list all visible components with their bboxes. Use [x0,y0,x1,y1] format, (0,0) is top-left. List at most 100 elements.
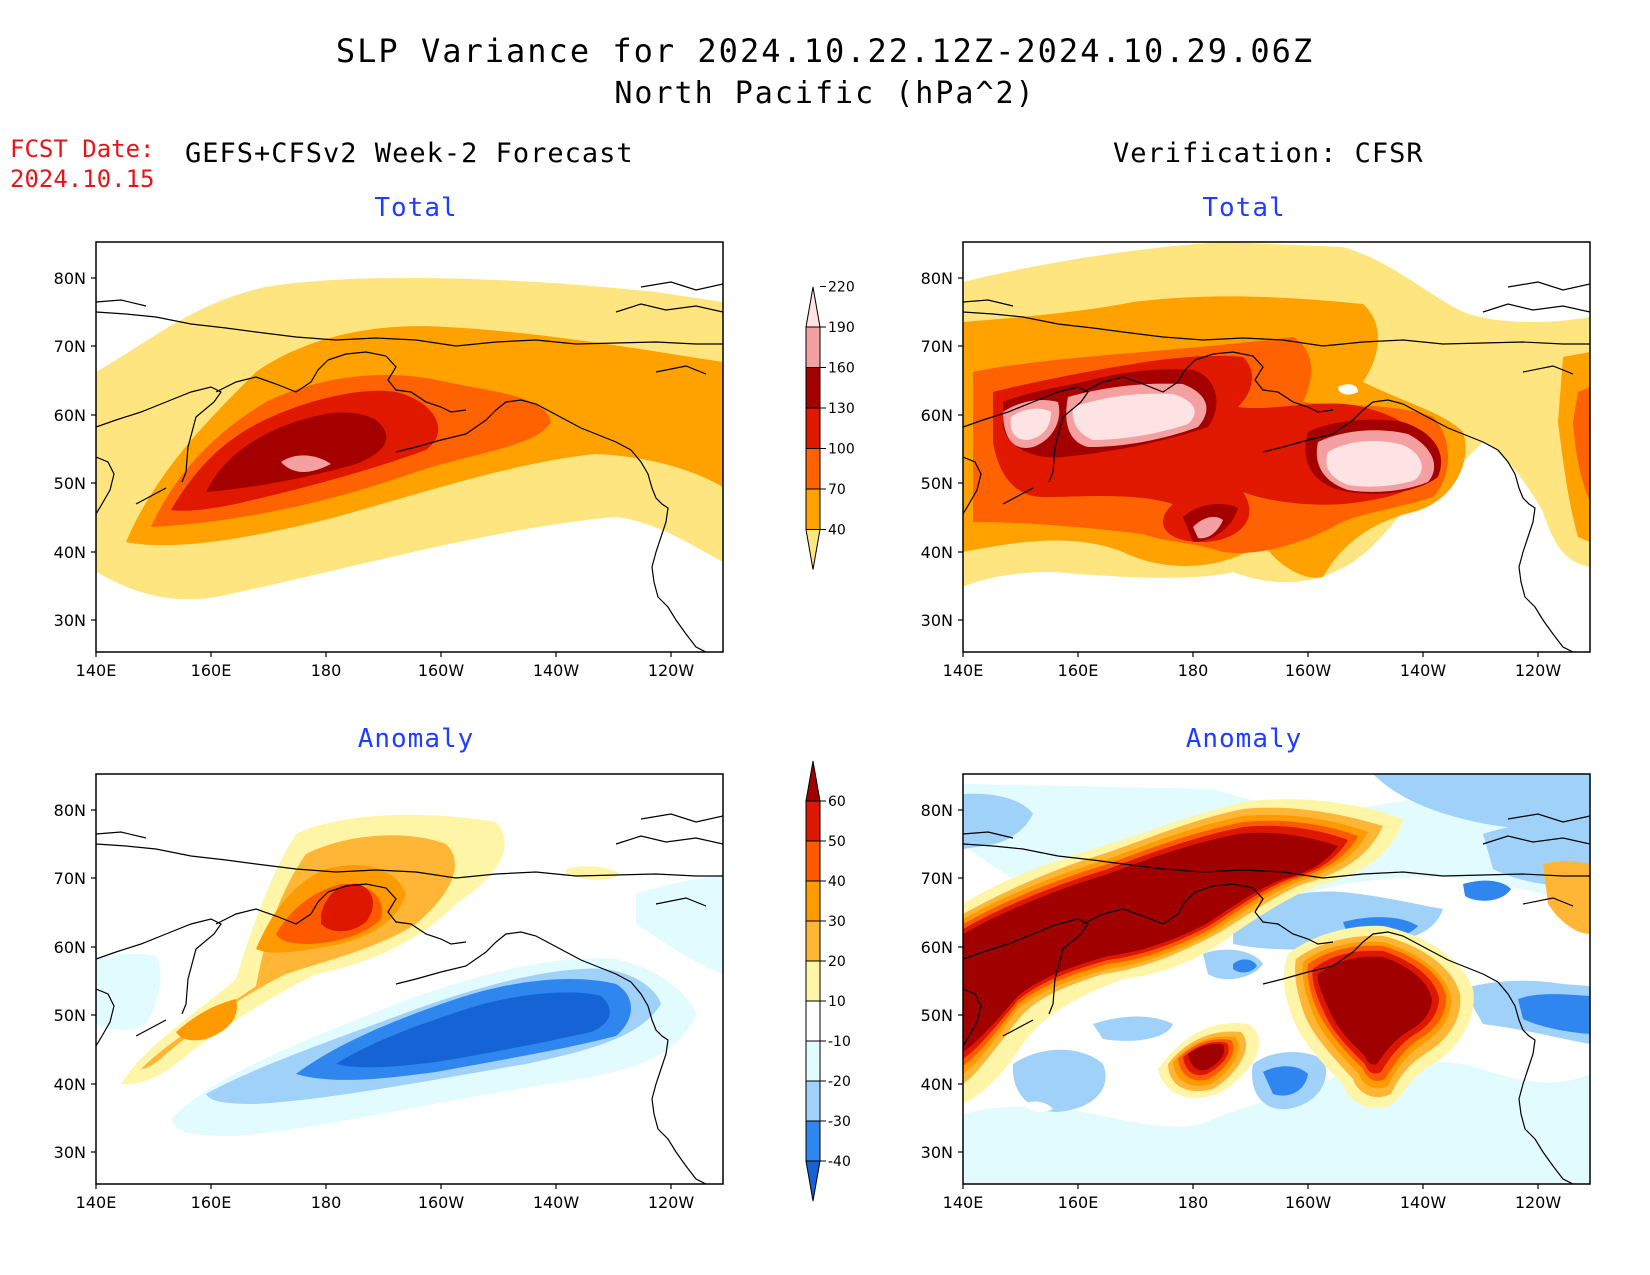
colorbar-label: 20 [828,954,846,970]
lon-label: 140E [943,661,984,680]
lat-label: 40N [54,1075,86,1094]
lat-label: 70N [921,869,953,888]
colorbar-label: -40 [828,1154,851,1170]
colorbar-bottom-triangle [805,1160,821,1202]
lon-label: 140W [1400,1193,1447,1212]
lon-label: 160W [1285,1193,1332,1212]
colorbar-segment [805,448,821,490]
colorbar-label: -10 [828,1034,851,1050]
lon-label: 140W [533,661,580,680]
lon-label: 140E [76,661,117,680]
lat-label: 50N [54,474,86,493]
forecast-total-title: Total [374,193,458,223]
lon-label: 180 [311,661,342,680]
colorbar-label: 220 [828,280,855,296]
lat-label: 30N [54,611,86,630]
colorbar-segment [805,920,821,962]
colorbar-segment [805,840,821,882]
colorbar-segment [805,1080,821,1122]
forecast-anomaly-title: Anomaly [357,724,475,754]
colorbar-label: 100 [828,442,855,458]
colorbar-segment [805,800,821,842]
fcst-date-label: FCST Date: [10,135,155,163]
colorbar-label: 40 [828,523,846,539]
colorbar-label: 30 [828,914,846,930]
lat-label: 50N [921,1006,953,1025]
colorbar-segment [805,367,821,409]
lon-label: 160W [418,1193,465,1212]
colorbar-segment [805,407,821,449]
colorbar-segment [805,1040,821,1082]
colorbar-segment [805,880,821,922]
lat-label: 30N [54,1143,86,1162]
lon-label: 180 [1178,1193,1209,1212]
verification-header: Verification: CFSR [1113,138,1424,169]
lat-label: 80N [54,269,86,288]
lon-label: 160E [191,661,232,680]
colorbar-label: 50 [828,834,846,850]
lat-label: 40N [54,543,86,562]
colorbar-label: 190 [828,320,855,336]
lat-label: 30N [921,1143,953,1162]
forecast-total-frame [95,241,724,653]
lat-label: 60N [921,406,953,425]
colorbar-label: 60 [828,794,846,810]
colorbar-top-triangle [805,760,821,802]
verification-anomaly-frame [962,773,1591,1185]
fcst-date: FCST Date: 2024.10.15 [10,134,155,194]
verification-total-map [963,242,1590,652]
lon-label: 160W [418,661,465,680]
lat-label: 60N [54,938,86,957]
forecast-anomaly-frame [95,773,724,1185]
forecast-header: GEFS+CFSv2 Week-2 Forecast [185,138,634,169]
lon-label: 140E [943,1193,984,1212]
lat-label: 50N [921,474,953,493]
chart-subtitle: North Pacific (hPa^2) [614,76,1036,111]
total-colorbar: 40 70 100 130 160 190 220 [805,280,855,570]
colorbar-segment [805,488,821,530]
chart-title: SLP Variance for 2024.10.22.12Z-2024.10.… [335,32,1315,70]
lat-label: 70N [54,869,86,888]
colorbar-segment [805,326,821,368]
map-axes: 80N 70N 60N 50N 40N 30N 140E 160E 180 160W 140W 120… [54,269,1562,1212]
lon-label: 160E [1058,1193,1099,1212]
lat-label: 60N [921,938,953,957]
colorbar-label: 130 [828,401,855,417]
colorbar-segment [805,1120,821,1162]
lat-label: 50N [54,1006,86,1025]
verification-anomaly-title: Anomaly [1185,724,1303,754]
colorbar-label: 40 [828,874,846,890]
colorbar-bottom-triangle [805,529,821,570]
lon-label: 140W [1400,661,1447,680]
anomaly-colorbar: -40 -30 -20 -10 10 20 30 40 50 60 [805,760,851,1202]
verification-total-title: Total [1202,193,1286,223]
lon-label: 160W [1285,661,1332,680]
lat-label: 40N [921,1075,953,1094]
lat-label: 80N [921,801,953,820]
lat-label: 80N [921,269,953,288]
lat-label: 70N [54,337,86,356]
colorbar-segment [805,960,821,1002]
forecast-anomaly-map [96,774,723,1184]
lon-label: 180 [1178,661,1209,680]
forecast-total-map [96,242,723,652]
lat-label: 60N [54,406,86,425]
verification-anomaly-map [963,774,1590,1184]
lat-label: 40N [921,543,953,562]
lon-label: 140E [76,1193,117,1212]
colorbar-label: 160 [828,361,855,377]
colorbar-segment [805,1000,821,1042]
lon-label: 120W [1515,661,1562,680]
lon-label: 120W [648,661,695,680]
lon-label: 120W [648,1193,695,1212]
colorbar-label: -20 [828,1074,851,1090]
lon-label: 120W [1515,1193,1562,1212]
colorbar-label: -30 [828,1114,851,1130]
lat-label: 70N [921,337,953,356]
colorbar-top-triangle [805,286,821,328]
lon-label: 160E [1058,661,1099,680]
verification-total-frame [962,241,1591,653]
lon-label: 160E [191,1193,232,1212]
fcst-date-value: 2024.10.15 [10,165,155,193]
